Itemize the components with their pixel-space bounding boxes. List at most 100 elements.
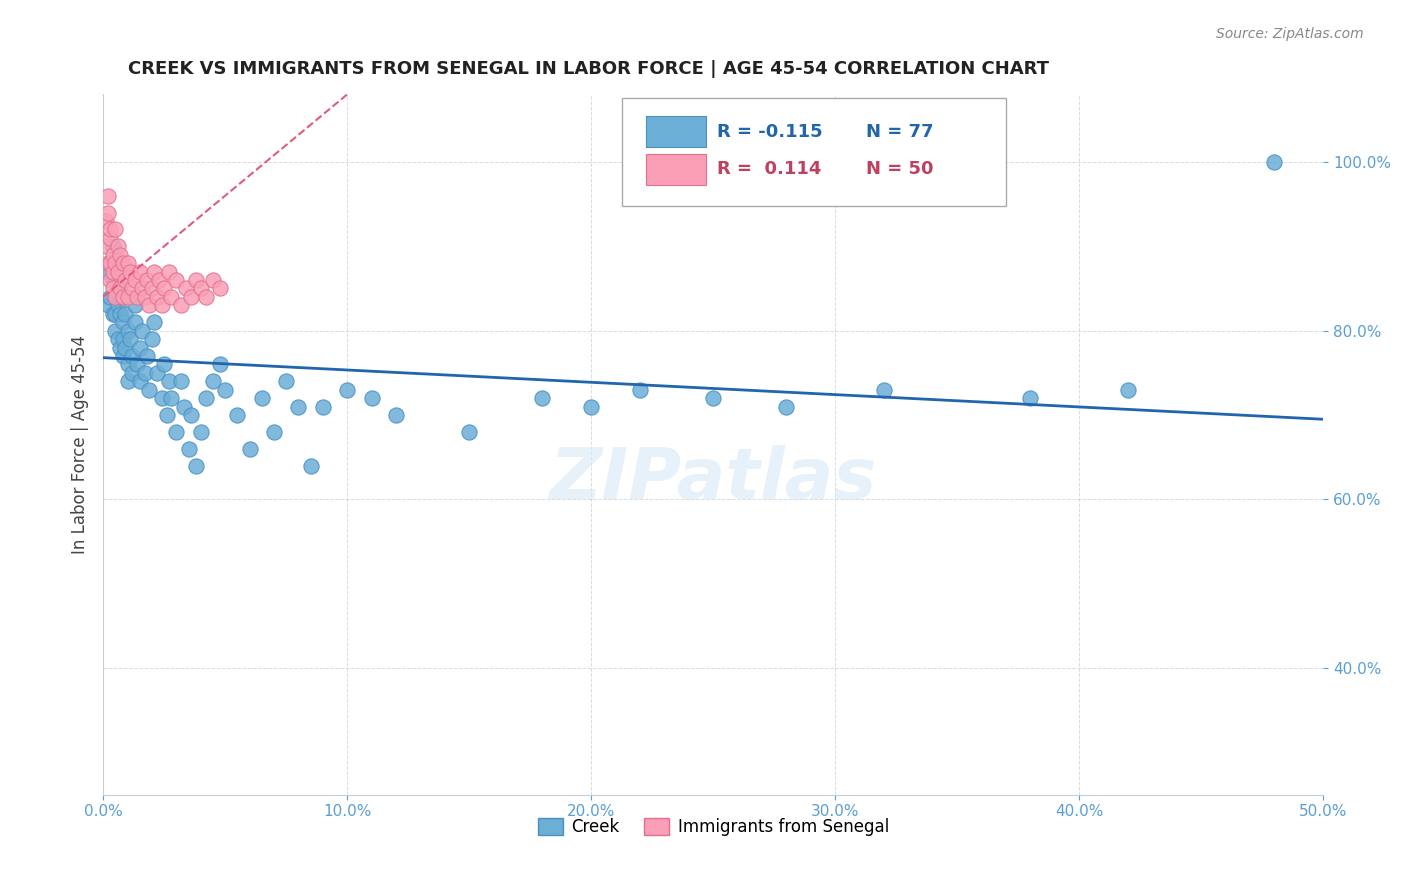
- Point: [114, 273, 136, 287]
- Point: [124, 273, 146, 287]
- Text: R = -0.115: R = -0.115: [717, 122, 823, 141]
- Point: [111, 332, 134, 346]
- Point: [146, 366, 169, 380]
- Point: [138, 383, 160, 397]
- Point: [209, 281, 232, 295]
- Point: [107, 332, 129, 346]
- Point: [94, 239, 117, 253]
- Point: [118, 332, 141, 346]
- Point: [108, 307, 131, 321]
- Point: [190, 281, 212, 295]
- Point: [146, 290, 169, 304]
- Point: [107, 239, 129, 253]
- Point: [121, 281, 143, 295]
- Point: [157, 374, 180, 388]
- Point: [117, 374, 139, 388]
- Point: [118, 264, 141, 278]
- Point: [128, 341, 150, 355]
- Point: [97, 256, 120, 270]
- Point: [177, 442, 200, 456]
- Point: [104, 307, 127, 321]
- Point: [100, 256, 122, 270]
- Point: [104, 222, 127, 236]
- Point: [108, 281, 131, 295]
- Point: [312, 400, 335, 414]
- Point: [104, 290, 127, 304]
- Point: [101, 281, 124, 295]
- Point: [226, 408, 249, 422]
- Text: Source: ZipAtlas.com: Source: ZipAtlas.com: [1216, 27, 1364, 41]
- Point: [190, 425, 212, 439]
- Point: [117, 358, 139, 372]
- Legend: Creek, Immigrants from Senegal: Creek, Immigrants from Senegal: [531, 811, 896, 842]
- Point: [117, 324, 139, 338]
- Point: [153, 281, 176, 295]
- Text: R =  0.114: R = 0.114: [717, 161, 821, 178]
- Point: [100, 273, 122, 287]
- Point: [117, 256, 139, 270]
- Point: [111, 290, 134, 304]
- Point: [201, 273, 224, 287]
- Point: [127, 290, 149, 304]
- Point: [97, 298, 120, 312]
- Point: [531, 391, 554, 405]
- Point: [170, 298, 193, 312]
- Point: [134, 366, 156, 380]
- Point: [131, 281, 153, 295]
- Point: [155, 408, 177, 422]
- Point: [209, 358, 232, 372]
- Text: N = 50: N = 50: [866, 161, 934, 178]
- Point: [100, 256, 122, 270]
- Point: [134, 290, 156, 304]
- Point: [194, 391, 217, 405]
- FancyBboxPatch shape: [647, 116, 706, 147]
- Point: [458, 425, 481, 439]
- Point: [160, 290, 183, 304]
- FancyBboxPatch shape: [621, 98, 1007, 206]
- Point: [114, 307, 136, 321]
- Text: ZIPatlas: ZIPatlas: [550, 445, 877, 514]
- Point: [104, 256, 127, 270]
- Point: [128, 264, 150, 278]
- Point: [107, 264, 129, 278]
- Point: [114, 341, 136, 355]
- Point: [94, 214, 117, 228]
- Point: [111, 315, 134, 329]
- Point: [157, 264, 180, 278]
- Point: [121, 349, 143, 363]
- Point: [184, 458, 207, 473]
- Point: [143, 315, 166, 329]
- Point: [141, 281, 163, 295]
- Point: [141, 332, 163, 346]
- Point: [100, 231, 122, 245]
- Point: [101, 273, 124, 287]
- Point: [138, 298, 160, 312]
- Point: [287, 400, 309, 414]
- Point: [107, 298, 129, 312]
- Point: [104, 290, 127, 304]
- Point: [276, 374, 298, 388]
- Point: [174, 281, 197, 295]
- Point: [360, 391, 382, 405]
- Point: [101, 248, 124, 262]
- Point: [124, 298, 146, 312]
- Point: [150, 391, 173, 405]
- Point: [100, 222, 122, 236]
- Point: [165, 273, 187, 287]
- Y-axis label: In Labor Force | Age 45-54: In Labor Force | Age 45-54: [72, 335, 89, 554]
- Point: [150, 298, 173, 312]
- Point: [1263, 155, 1285, 169]
- Point: [184, 273, 207, 287]
- Point: [108, 341, 131, 355]
- Point: [873, 383, 896, 397]
- Point: [136, 349, 159, 363]
- Point: [108, 290, 131, 304]
- Point: [111, 349, 134, 363]
- Point: [101, 239, 124, 253]
- Text: N = 77: N = 77: [866, 122, 934, 141]
- Point: [97, 205, 120, 219]
- Point: [250, 391, 273, 405]
- Point: [97, 188, 120, 202]
- Point: [124, 315, 146, 329]
- Point: [97, 264, 120, 278]
